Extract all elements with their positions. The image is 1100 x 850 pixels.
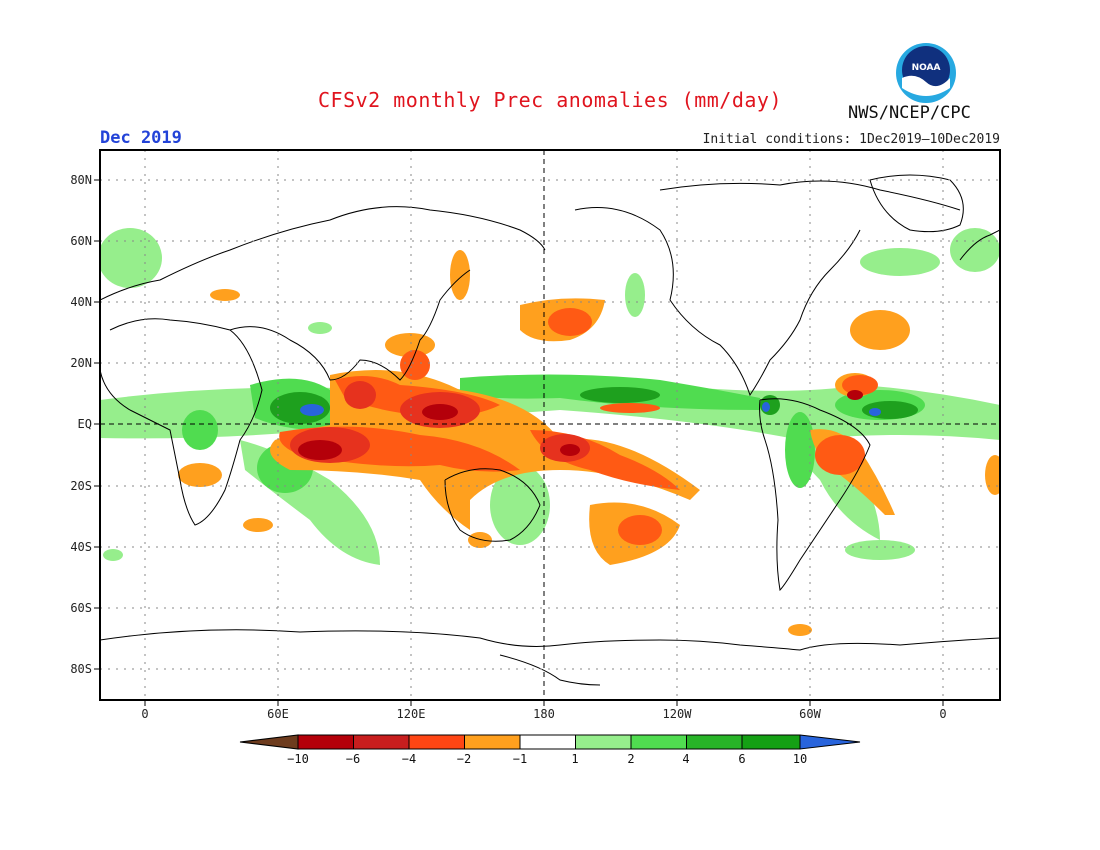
lat-label-80n: 80N — [70, 173, 92, 187]
lon-label-120w: 120W — [662, 707, 692, 721]
colorbar-segment — [630, 734, 687, 750]
colorbar-segment — [519, 734, 576, 750]
colorbar-label: 10 — [792, 752, 808, 766]
lon-label-120e: 120E — [396, 707, 426, 721]
lat-label-20n: 20N — [70, 356, 92, 370]
lat-label-60n: 60N — [70, 234, 92, 248]
noaa-logo: NOAA — [895, 42, 957, 108]
map-title: CFSv2 monthly Prec anomalies (mm/day) — [317, 88, 783, 112]
colorbar — [239, 734, 861, 750]
lon-label-0: 0 — [141, 707, 149, 721]
lon-label-60e: 60E — [267, 707, 289, 721]
colorbar-label: −4 — [401, 752, 417, 766]
lat-label-20s: 20S — [70, 479, 92, 493]
lon-label-180: 180 — [533, 707, 555, 721]
lat-label-60s: 60S — [70, 601, 92, 615]
lat-label-40n: 40N — [70, 295, 92, 309]
colorbar-segment — [575, 734, 632, 750]
anomaly-field — [100, 228, 1000, 636]
colorbar-label: −2 — [456, 752, 472, 766]
equator-dateline — [100, 150, 1000, 700]
colorbar-segment — [741, 734, 801, 750]
lat-label-80s: 80S — [70, 662, 92, 676]
axis-ticks — [94, 179, 944, 706]
colorbar-segment — [408, 734, 465, 750]
lat-label-40s: 40S — [70, 540, 92, 554]
colorbar-label: 1 — [571, 752, 579, 766]
colorbar-segment — [799, 734, 861, 750]
coastlines — [100, 174, 1000, 686]
month-label: Dec 2019 — [100, 128, 182, 148]
colorbar-label: 6 — [738, 752, 746, 766]
colorbar-label: −6 — [345, 752, 361, 766]
colorbar-label: 4 — [682, 752, 690, 766]
lon-label-60w: 60W — [799, 707, 821, 721]
initial-conditions: Initial conditions: 1Dec2019—10Dec2019 — [702, 132, 1000, 147]
map-frame — [99, 149, 1001, 701]
colorbar-label: 2 — [627, 752, 635, 766]
colorbar-segment — [239, 734, 299, 750]
colorbar-label: −10 — [287, 752, 309, 766]
colorbar-label: −1 — [512, 752, 528, 766]
gridlines — [100, 150, 1000, 700]
lat-label-eq: EQ — [77, 417, 92, 431]
lon-label-0-east: 0 — [939, 707, 947, 721]
colorbar-segment — [686, 734, 743, 750]
colorbar-segment — [464, 734, 521, 750]
colorbar-segment — [297, 734, 354, 750]
org-label: NWS/NCEP/CPC — [848, 103, 971, 123]
svg-text:NOAA: NOAA — [912, 63, 941, 73]
colorbar-segment — [353, 734, 410, 750]
